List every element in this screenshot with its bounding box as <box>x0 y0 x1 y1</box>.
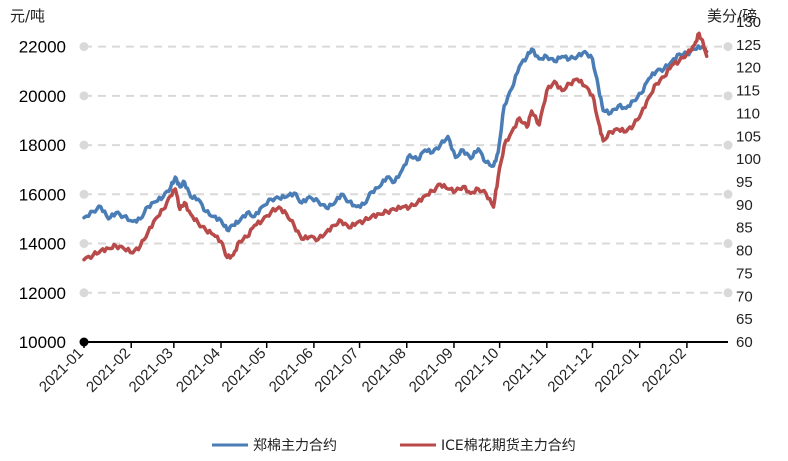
gridline-dot <box>723 91 733 101</box>
y-right-tick-label: 125 <box>736 37 761 54</box>
y-right-tick-label: 75 <box>736 265 753 282</box>
grid-layer <box>79 42 733 298</box>
gridline-dot <box>723 140 733 150</box>
y-right-tick-label: 95 <box>736 174 753 191</box>
y-left-tick-label: 22000 <box>19 38 66 57</box>
y-left-tick-label: 16000 <box>19 185 66 204</box>
x-tick-label: 2021-06 <box>266 345 317 396</box>
gridline-dot <box>79 288 89 298</box>
y-left-tick-label: 18000 <box>19 136 66 155</box>
x-tick-label: 2021-10 <box>452 345 503 396</box>
y-left-tick-label: 20000 <box>19 87 66 106</box>
series-layer <box>82 31 709 262</box>
x-tick-label: 2021-09 <box>406 345 457 396</box>
gridline-dot <box>79 42 89 52</box>
series-line-zhengmian <box>82 44 709 233</box>
x-tick-label: 2021-04 <box>173 345 224 396</box>
right-axis-unit: 美分/磅 <box>707 7 757 25</box>
y-right-tick-label: 120 <box>736 60 761 77</box>
left-axis-unit: 元/吨 <box>10 7 45 25</box>
y-right-tick-label: 130 <box>736 14 761 31</box>
y-right-tick-label: 60 <box>736 334 753 351</box>
y-right-tick-label: 90 <box>736 197 753 214</box>
x-tick-label: 2022-02 <box>639 345 690 396</box>
legend-label-zhengmian: 郑棉主力合约 <box>253 437 337 454</box>
gridline-dot <box>723 239 733 249</box>
x-tick-label: 2021-12 <box>544 345 595 396</box>
x-tick-label: 2021-02 <box>83 345 134 396</box>
y-right-tick-label: 70 <box>736 288 753 305</box>
gridline-dot <box>79 239 89 249</box>
x-tick-label: 2021-03 <box>126 345 177 396</box>
gridline-dot <box>79 189 89 199</box>
x-tick-label: 2021-11 <box>499 345 549 395</box>
series-line-ice-cotton <box>82 31 709 262</box>
x-tick-label: 2021-07 <box>311 345 362 396</box>
gridline-dot <box>79 140 89 150</box>
axis-layer: 10000 12000 14000 16000 18000 20000 22000 60 65 7… <box>19 14 761 396</box>
gridline-dot <box>79 91 89 101</box>
x-tick-label: 2021-01 <box>36 345 87 396</box>
y-left-tick-label: 14000 <box>19 235 66 254</box>
x-tick-label: 2022-01 <box>592 345 643 396</box>
y-right-tick-label: 85 <box>736 220 753 237</box>
x-tick-label: 2021-05 <box>219 345 270 396</box>
legend-label-ice-cotton: ICE棉花期货主力合约 <box>441 437 576 454</box>
x-tick-label: 2021-08 <box>359 345 410 396</box>
y-left-tick-label: 12000 <box>19 284 66 303</box>
y-right-tick-label: 105 <box>736 128 761 145</box>
y-right-tick-label: 80 <box>736 243 753 260</box>
y-left-tick-label: 10000 <box>19 333 66 352</box>
y-right-tick-label: 110 <box>736 105 760 122</box>
gridline-dot <box>723 189 733 199</box>
y-right-tick-label: 65 <box>736 311 753 328</box>
y-right-tick-label: 100 <box>736 151 761 168</box>
gridline-dot <box>723 42 733 52</box>
y-right-tick-label: 115 <box>736 83 760 100</box>
legend: 郑棉主力合约 ICE棉花期货主力合约 <box>212 437 576 454</box>
gridline-dot <box>723 288 733 298</box>
